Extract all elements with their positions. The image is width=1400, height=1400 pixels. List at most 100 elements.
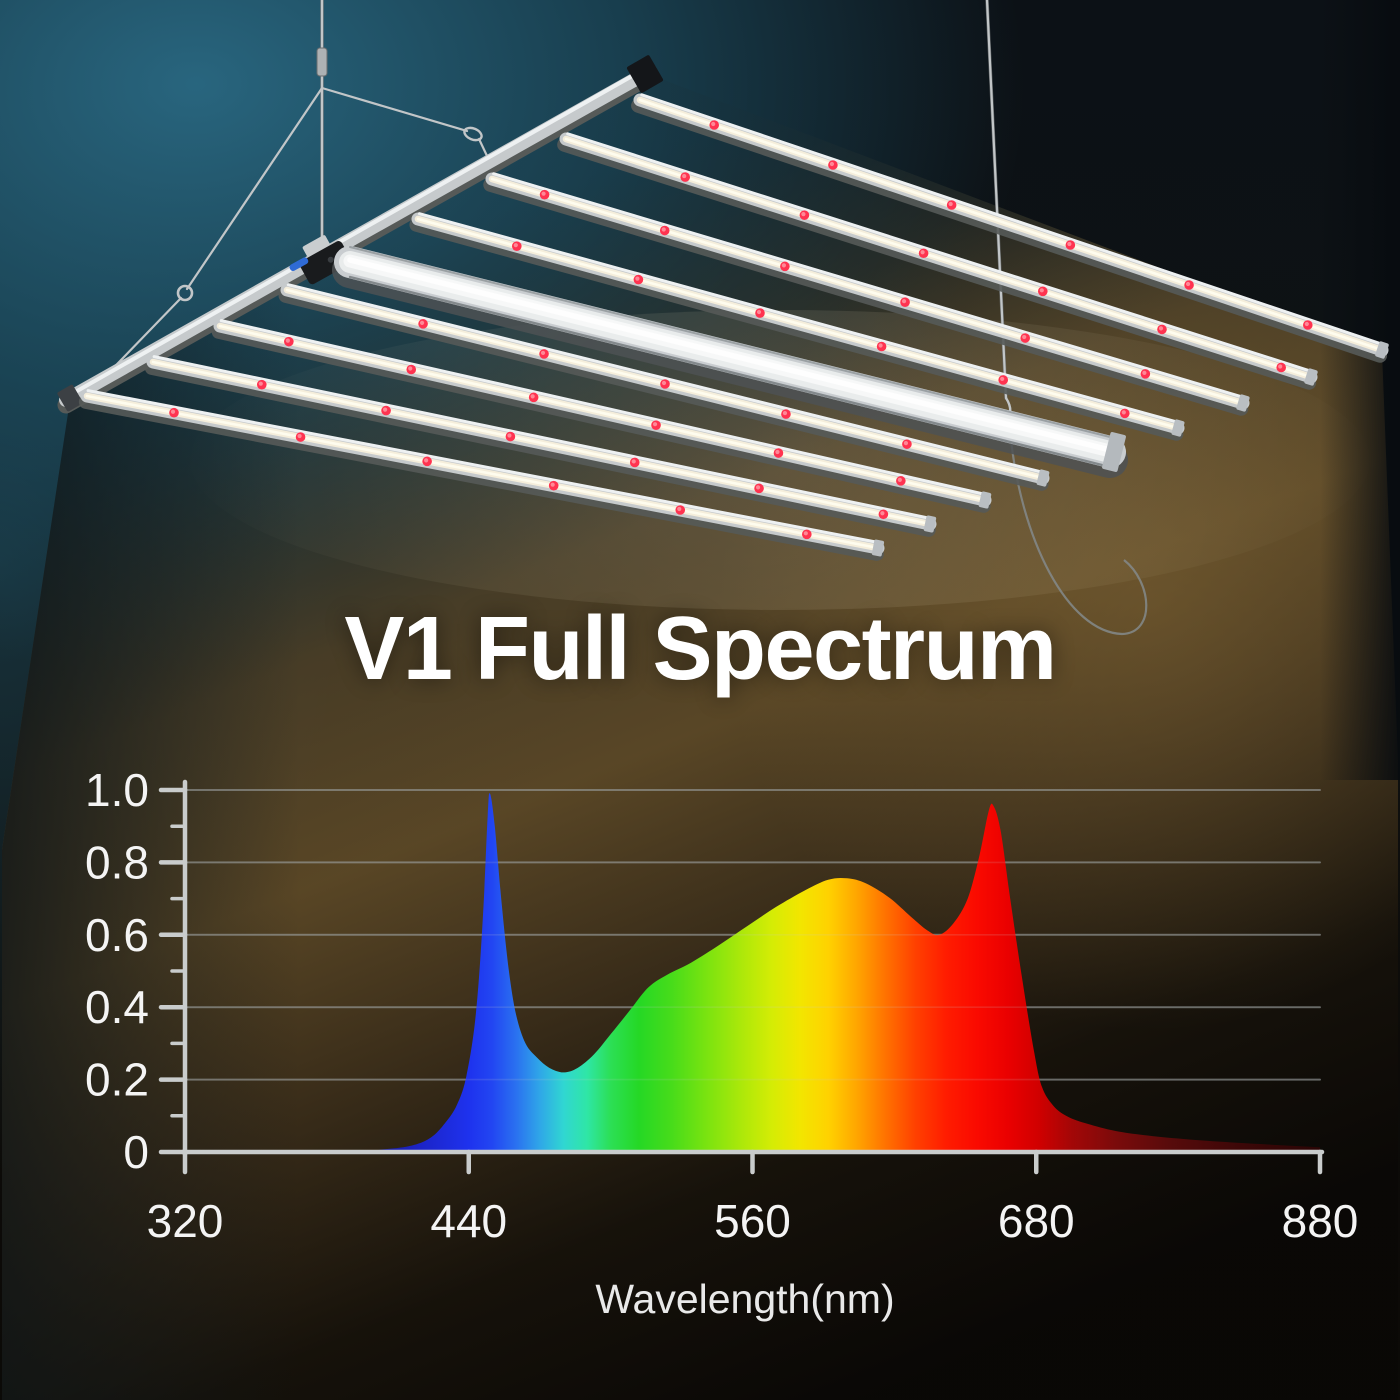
red-led-dot-core — [948, 201, 953, 207]
red-led-dot-core — [1067, 241, 1072, 247]
x-tick-label: 880 — [1282, 1195, 1359, 1247]
led-bar-end-cap — [1236, 394, 1250, 412]
frame-rail — [59, 64, 657, 407]
led-bar-end-cap — [1171, 419, 1185, 437]
led-bar — [631, 93, 1389, 363]
led-bar — [409, 212, 1185, 441]
y-tick-label: 0.2 — [85, 1054, 149, 1106]
led-bar-top-edge — [640, 93, 1386, 347]
frame-end-cap-left — [57, 384, 83, 412]
led-bar-end-cap — [1375, 341, 1389, 359]
red-led-dot-core — [550, 482, 555, 487]
led-bar — [483, 172, 1250, 416]
y-tick-label: 0.6 — [85, 909, 149, 961]
red-led-dot-core — [801, 212, 806, 217]
x-tick-label: 440 — [430, 1195, 507, 1247]
red-led-dot-core — [682, 173, 687, 179]
red-led-dot-core — [1000, 376, 1005, 382]
spine-core — [347, 257, 1113, 453]
red-led-dot-core — [383, 407, 388, 412]
red-led-dot-core — [880, 511, 885, 516]
led-bar-strip-core — [151, 360, 932, 526]
led-bar — [278, 283, 1050, 491]
clamp-bolt — [327, 256, 334, 263]
led-bar-end-cap — [871, 539, 885, 557]
x-tick-label: 560 — [714, 1195, 791, 1247]
clamp-blue-tie — [289, 257, 309, 272]
red-led-dot-core — [756, 309, 762, 315]
x-axis-title: Wavelength(nm) — [595, 1276, 894, 1322]
led-bar-strip-core — [416, 217, 1180, 430]
led-bar-strip-core — [490, 177, 1245, 405]
red-led-dot-core — [1022, 334, 1027, 340]
red-led-dot-core — [775, 449, 780, 455]
wire-turnbuckle — [316, 47, 328, 77]
led-bar-strip-core — [564, 137, 1313, 379]
red-led-dot-core — [1121, 410, 1126, 415]
led-bar-end-cap — [923, 515, 937, 533]
wire-carabiner — [463, 126, 483, 142]
led-bar-top-edge — [219, 319, 988, 497]
red-led-dot-core — [901, 299, 907, 304]
led-bar-top-edge — [566, 132, 1315, 374]
background-dark-right-band — [1320, 0, 1400, 780]
red-led-dot-core — [661, 227, 666, 232]
red-led-dot-core — [897, 477, 902, 482]
x-tick-label: 680 — [998, 1195, 1075, 1247]
center-spine-bar — [332, 246, 1128, 478]
led-bar-top-edge — [492, 172, 1247, 400]
red-led-dot-core — [711, 121, 716, 127]
wire-branch-left — [185, 86, 324, 291]
red-led-dot-core — [1304, 321, 1309, 327]
red-led-dot-core — [803, 531, 808, 536]
red-led-dot-core — [297, 433, 302, 439]
spine-bottom-edge — [348, 275, 1112, 469]
led-bar — [211, 319, 992, 513]
led-bar-top-edge — [417, 212, 1181, 425]
red-led-dot-core — [755, 485, 761, 490]
y-tick-label: 0.8 — [85, 836, 149, 888]
led-bar-end-cap — [1036, 469, 1050, 487]
wire-anchor-ring — [176, 284, 194, 302]
red-led-dot-core — [1278, 364, 1283, 369]
clamp-bracket — [302, 235, 330, 257]
red-led-dot-core — [920, 250, 925, 255]
led-bar — [557, 132, 1318, 390]
red-led-dot-core — [903, 441, 909, 446]
red-led-dot-core — [530, 394, 535, 399]
led-bar-end-cap — [1304, 368, 1318, 386]
red-led-dot-core — [513, 243, 518, 248]
spine-end-cap — [1102, 432, 1126, 472]
red-led-dot-core — [677, 506, 682, 512]
red-led-dot-core — [652, 422, 658, 427]
red-led-dot-core — [541, 191, 546, 196]
wire-branch-right — [320, 86, 469, 133]
red-led-dot-core — [507, 433, 512, 438]
gridlines-overlay — [184, 789, 1321, 1081]
red-led-dot-core — [258, 381, 263, 386]
red-led-dot-core — [631, 459, 636, 464]
red-led-dot-core — [540, 350, 546, 356]
led-bar-strip-core — [85, 394, 880, 550]
led-bar-end-cap — [978, 491, 992, 509]
red-led-dot-core — [1039, 288, 1044, 293]
y-tick-label: 1.0 — [85, 764, 149, 816]
led-bar-top-edge — [152, 355, 933, 521]
wire-carabiner-link — [477, 137, 490, 160]
red-led-dot-core — [424, 458, 429, 463]
red-led-dot-core — [661, 380, 667, 386]
led-bar — [144, 355, 937, 537]
red-led-dot-core — [781, 263, 786, 268]
led-bar-top-edge — [286, 283, 1046, 475]
red-led-dot-core — [1158, 326, 1164, 331]
axes: 0 0.2 0.4 0.6 0.8 1.0 320 440 560 680 880 — [85, 764, 1358, 1247]
led-bar-top-edge — [86, 389, 881, 545]
y-tick-label: 0.4 — [85, 981, 149, 1033]
led-bar-strip-core — [218, 324, 987, 502]
red-led-dot-core — [285, 338, 290, 343]
frame-end-cap-top — [626, 55, 664, 93]
red-led-dot-core — [635, 276, 640, 281]
power-cable-loop — [1008, 429, 1148, 636]
